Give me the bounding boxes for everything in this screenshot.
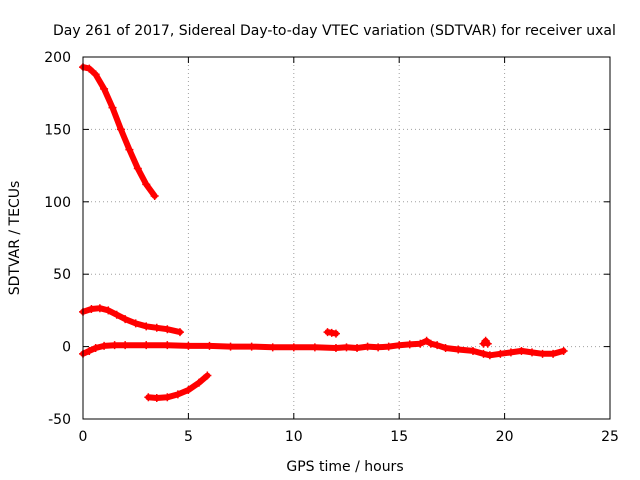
data-point: [538, 349, 547, 358]
data-point: [395, 341, 404, 350]
data-point: [133, 164, 142, 173]
y-axis-title: SDTVAR / TECUs: [7, 181, 23, 296]
grid: [83, 57, 610, 419]
data-point: [268, 343, 277, 352]
y-tick-label: -50: [48, 412, 71, 428]
data-point: [353, 344, 362, 353]
data-point: [173, 390, 182, 399]
x-tick-label: 5: [184, 429, 193, 445]
x-tick-label: 15: [390, 429, 408, 445]
data-point: [363, 342, 372, 351]
data-point: [150, 192, 159, 201]
y-tick-label: 200: [44, 50, 71, 66]
data-point: [405, 340, 414, 349]
data-point: [374, 343, 383, 352]
data-point: [203, 371, 212, 380]
data-point: [483, 339, 492, 348]
data-point: [479, 349, 488, 358]
data-point: [517, 346, 526, 355]
data-point: [331, 344, 340, 353]
data-point: [310, 343, 319, 352]
series-arc-low: [144, 371, 212, 403]
data-point: [121, 315, 130, 324]
data-point: [91, 344, 100, 353]
y-tick-label: 50: [53, 267, 71, 283]
data-point: [142, 341, 151, 350]
series-line: [80, 64, 158, 199]
data-point: [163, 393, 172, 402]
data-point: [175, 328, 184, 337]
x-axis-title: GPS time / hours: [286, 459, 403, 475]
data-point: [184, 386, 193, 395]
data-point: [100, 84, 109, 93]
x-tick-label: 0: [79, 429, 88, 445]
series-spike: [479, 336, 492, 348]
x-tick-label: 20: [496, 429, 514, 445]
data-point: [454, 345, 463, 354]
data-point: [110, 341, 119, 350]
plot-frame: [82, 56, 611, 420]
data-point: [528, 348, 537, 357]
series-arc-near-zero: [79, 336, 568, 360]
data-point: [468, 346, 477, 355]
data-point: [131, 319, 140, 328]
data-point: [108, 103, 117, 112]
data-point: [416, 339, 425, 348]
data-point: [125, 145, 134, 154]
data-point: [559, 346, 568, 355]
data-point: [549, 349, 558, 358]
data-point: [142, 180, 151, 189]
x-tick-label: 10: [285, 429, 303, 445]
data-point: [121, 341, 130, 350]
series-arc-high: [79, 63, 159, 201]
data-point: [95, 304, 104, 313]
data-point: [152, 323, 161, 332]
data-point: [422, 336, 431, 345]
data-point: [226, 342, 235, 351]
data-point: [163, 341, 172, 350]
data-point: [342, 343, 351, 352]
data-point: [144, 393, 153, 402]
data-point: [441, 344, 450, 353]
y-tick-label: 0: [62, 340, 71, 356]
data-point: [205, 341, 214, 350]
data-point: [184, 341, 193, 350]
data-point: [194, 378, 203, 387]
ticks: 0 5 10 15 20 25 -50 0 50 100 150 200: [44, 50, 619, 445]
data-point: [152, 394, 161, 403]
data-point: [384, 342, 393, 351]
data-point: [289, 343, 298, 352]
data-point: [85, 64, 94, 73]
data-point: [87, 304, 96, 313]
series-short-segment: [323, 328, 340, 338]
x-tick-label: 25: [601, 429, 619, 445]
data-point: [100, 341, 109, 350]
data-point: [163, 325, 172, 334]
data-point: [247, 342, 256, 351]
data-point: [85, 346, 94, 355]
y-tick-label: 150: [44, 122, 71, 138]
data-series: [79, 63, 568, 403]
data-point: [331, 329, 340, 338]
data-point: [116, 125, 125, 134]
data-point: [142, 322, 151, 331]
data-point: [506, 348, 515, 357]
data-point: [496, 349, 505, 358]
chart-title: Day 261 of 2017, Sidereal Day-to-day VTE…: [53, 23, 616, 39]
data-point: [485, 351, 494, 360]
data-point: [91, 70, 100, 79]
data-point: [426, 339, 435, 348]
data-point: [433, 341, 442, 350]
data-point: [112, 310, 121, 319]
y-tick-label: 100: [44, 195, 71, 211]
data-point: [104, 306, 113, 315]
